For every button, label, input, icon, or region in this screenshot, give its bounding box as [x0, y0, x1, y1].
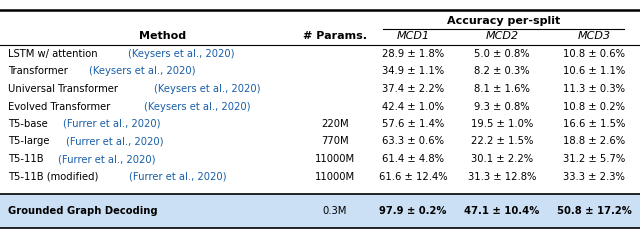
Text: LSTM w/ attention: LSTM w/ attention: [8, 49, 100, 59]
Text: 97.9 ± 0.2%: 97.9 ± 0.2%: [380, 206, 447, 216]
Text: (Furrer et al., 2020): (Furrer et al., 2020): [58, 154, 156, 164]
Text: 57.6 ± 1.4%: 57.6 ± 1.4%: [382, 119, 444, 129]
Text: 0.3M: 0.3M: [323, 206, 347, 216]
Text: 30.1 ± 2.2%: 30.1 ± 2.2%: [471, 154, 533, 164]
Text: 19.5 ± 1.0%: 19.5 ± 1.0%: [471, 119, 533, 129]
Text: Transformer: Transformer: [8, 67, 71, 76]
Text: 33.3 ± 2.3%: 33.3 ± 2.3%: [563, 172, 625, 181]
Text: (Furrer et al., 2020): (Furrer et al., 2020): [129, 172, 226, 181]
Text: 37.4 ± 2.2%: 37.4 ± 2.2%: [382, 84, 444, 94]
Text: (Keysers et al., 2020): (Keysers et al., 2020): [127, 49, 234, 59]
Text: 11.3 ± 0.3%: 11.3 ± 0.3%: [563, 84, 625, 94]
Text: 9.3 ± 0.8%: 9.3 ± 0.8%: [474, 101, 530, 111]
Text: 47.1 ± 10.4%: 47.1 ± 10.4%: [464, 206, 540, 216]
Text: 63.3 ± 0.6%: 63.3 ± 0.6%: [382, 136, 444, 147]
Text: T5-11B (modified): T5-11B (modified): [8, 172, 102, 181]
Text: 31.2 ± 5.7%: 31.2 ± 5.7%: [563, 154, 625, 164]
Text: 10.6 ± 1.1%: 10.6 ± 1.1%: [563, 67, 625, 76]
Text: Method: Method: [140, 31, 187, 41]
Text: (Keysers et al., 2020): (Keysers et al., 2020): [154, 84, 260, 94]
Text: (Furrer et al., 2020): (Furrer et al., 2020): [63, 119, 161, 129]
Text: (Keysers et al., 2020): (Keysers et al., 2020): [90, 67, 196, 76]
Text: # Params.: # Params.: [303, 31, 367, 41]
Text: Grounded Graph Decoding: Grounded Graph Decoding: [8, 206, 157, 216]
Text: T5-11B: T5-11B: [8, 154, 47, 164]
Text: 16.6 ± 1.5%: 16.6 ± 1.5%: [563, 119, 625, 129]
Text: 61.6 ± 12.4%: 61.6 ± 12.4%: [379, 172, 447, 181]
Text: (Furrer et al., 2020): (Furrer et al., 2020): [65, 136, 163, 147]
Text: Accuracy per-split: Accuracy per-split: [447, 16, 560, 26]
Text: MCD3: MCD3: [577, 31, 611, 41]
Text: 61.4 ± 4.8%: 61.4 ± 4.8%: [382, 154, 444, 164]
Text: MCD1: MCD1: [396, 31, 429, 41]
Text: 11000M: 11000M: [315, 154, 355, 164]
Text: 42.4 ± 1.0%: 42.4 ± 1.0%: [382, 101, 444, 111]
Text: 10.8 ± 0.6%: 10.8 ± 0.6%: [563, 49, 625, 59]
Text: 8.2 ± 0.3%: 8.2 ± 0.3%: [474, 67, 530, 76]
Text: (Keysers et al., 2020): (Keysers et al., 2020): [144, 101, 251, 111]
Text: 220M: 220M: [321, 119, 349, 129]
Text: 34.9 ± 1.1%: 34.9 ± 1.1%: [382, 67, 444, 76]
Text: 770M: 770M: [321, 136, 349, 147]
Text: 5.0 ± 0.8%: 5.0 ± 0.8%: [474, 49, 530, 59]
Text: 8.1 ± 1.6%: 8.1 ± 1.6%: [474, 84, 530, 94]
Text: 28.9 ± 1.8%: 28.9 ± 1.8%: [382, 49, 444, 59]
Text: 11000M: 11000M: [315, 172, 355, 181]
Text: 50.8 ± 17.2%: 50.8 ± 17.2%: [557, 206, 632, 216]
FancyBboxPatch shape: [0, 194, 640, 228]
Text: 22.2 ± 1.5%: 22.2 ± 1.5%: [471, 136, 533, 147]
Text: T5-base: T5-base: [8, 119, 51, 129]
Text: 31.3 ± 12.8%: 31.3 ± 12.8%: [468, 172, 536, 181]
Text: Evolved Transformer: Evolved Transformer: [8, 101, 113, 111]
Text: 18.8 ± 2.6%: 18.8 ± 2.6%: [563, 136, 625, 147]
Text: T5-large: T5-large: [8, 136, 52, 147]
Text: Universal Transformer: Universal Transformer: [8, 84, 121, 94]
Text: 10.8 ± 0.2%: 10.8 ± 0.2%: [563, 101, 625, 111]
Text: MCD2: MCD2: [485, 31, 518, 41]
